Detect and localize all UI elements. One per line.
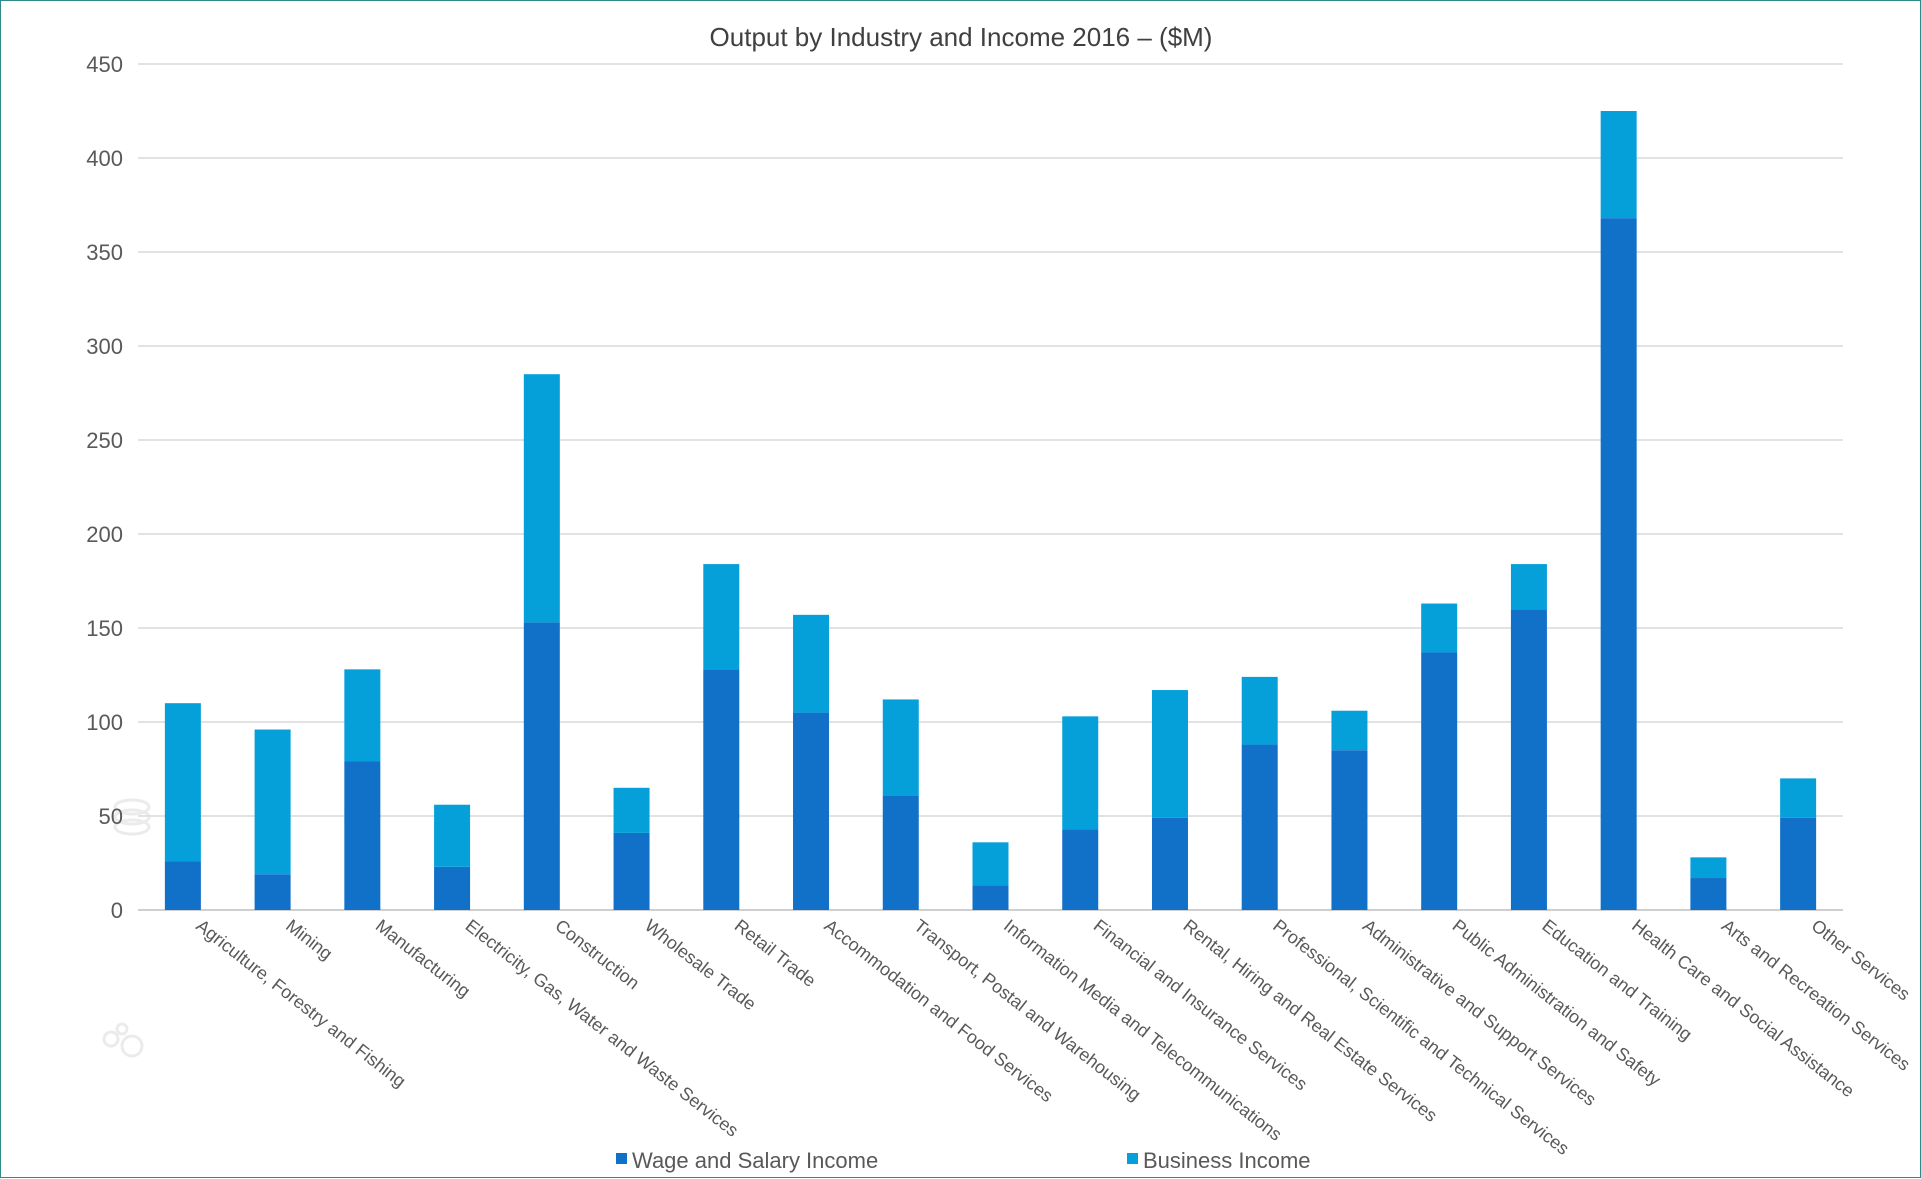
legend-swatch [1127, 1153, 1138, 1164]
y-tick-label: 450 [86, 52, 123, 77]
bar-segment-business [1690, 857, 1727, 879]
bar-segment-business [164, 703, 201, 862]
bar-segment-wage-salary [1241, 744, 1278, 910]
bar-segment-business [1600, 111, 1637, 219]
x-tick-label: Retail Trade [731, 915, 820, 991]
bar-segment-business [703, 564, 740, 670]
bar-segment-business [254, 729, 291, 875]
bar-segment-wage-salary [164, 861, 201, 910]
gridlines [138, 63, 1843, 911]
bar-segment-wage-salary [882, 795, 919, 910]
bar-segment-wage-salary [1151, 817, 1188, 910]
y-tick-label: 50 [99, 804, 123, 829]
bar-segment-business [1331, 710, 1368, 751]
bar-segment-wage-salary [613, 832, 650, 910]
watermark-gears-icon [102, 1022, 144, 1058]
y-tick-label: 150 [86, 616, 123, 641]
x-tick-label: Mining [282, 915, 336, 963]
bars [164, 111, 1817, 910]
bar-segment-wage-salary [1510, 609, 1547, 910]
x-tick-label: Construction [551, 915, 643, 993]
bar-segment-wage-salary [703, 669, 740, 910]
bar-segment-business [1151, 690, 1188, 818]
bar-segment-business [344, 669, 381, 762]
y-tick-label: 300 [86, 334, 123, 359]
bar-segment-business [1062, 716, 1099, 830]
legend-swatch [616, 1153, 627, 1164]
x-tick-label: Manufacturing [372, 915, 474, 1001]
bar-segment-business [1780, 778, 1817, 818]
y-tick-label: 250 [86, 428, 123, 453]
bar-segment-wage-salary [793, 712, 830, 910]
bar-segment-business [1510, 564, 1547, 610]
bar-segment-wage-salary [344, 761, 381, 910]
bar-segment-wage-salary [1331, 750, 1368, 910]
bar-segment-wage-salary [254, 874, 291, 910]
legend: Wage and Salary Income Business Income [616, 1148, 1311, 1173]
bar-segment-business [434, 804, 471, 867]
bar-segment-wage-salary [1062, 829, 1099, 910]
bar-segment-wage-salary [1780, 817, 1817, 910]
bar-segment-business [1241, 676, 1278, 745]
bar-segment-business [1421, 603, 1458, 653]
watermark-coins-icon [113, 798, 151, 836]
y-tick-label: 0 [111, 898, 123, 923]
bar-segment-business [882, 699, 919, 796]
legend-label: Wage and Salary Income [632, 1148, 878, 1173]
bar-segment-wage-salary [1690, 878, 1727, 910]
bar-segment-wage-salary [434, 866, 471, 910]
bar-segment-wage-salary [1600, 218, 1637, 910]
bar-segment-wage-salary [972, 885, 1009, 910]
bar-segment-business [972, 842, 1009, 886]
y-tick-label: 100 [86, 710, 123, 735]
y-tick-label: 400 [86, 146, 123, 171]
x-tick-label: Arts and Recreation Services [1718, 915, 1914, 1074]
bar-segment-business [793, 614, 830, 713]
y-tick-label: 350 [86, 240, 123, 265]
bar-segment-wage-salary [523, 622, 560, 910]
bar-segment-wage-salary [1421, 652, 1458, 910]
bar-segment-business [523, 374, 560, 623]
chart-title: Output by Industry and Income 2016 – ($M… [710, 22, 1213, 52]
y-axis-ticks: 0 50 100 150 200 250 300 350 400 450 [86, 52, 123, 923]
bar-segment-business [613, 787, 650, 833]
legend-label: Business Income [1143, 1148, 1311, 1173]
y-tick-label: 200 [86, 522, 123, 547]
x-tick-label: Education and Training [1538, 915, 1695, 1044]
